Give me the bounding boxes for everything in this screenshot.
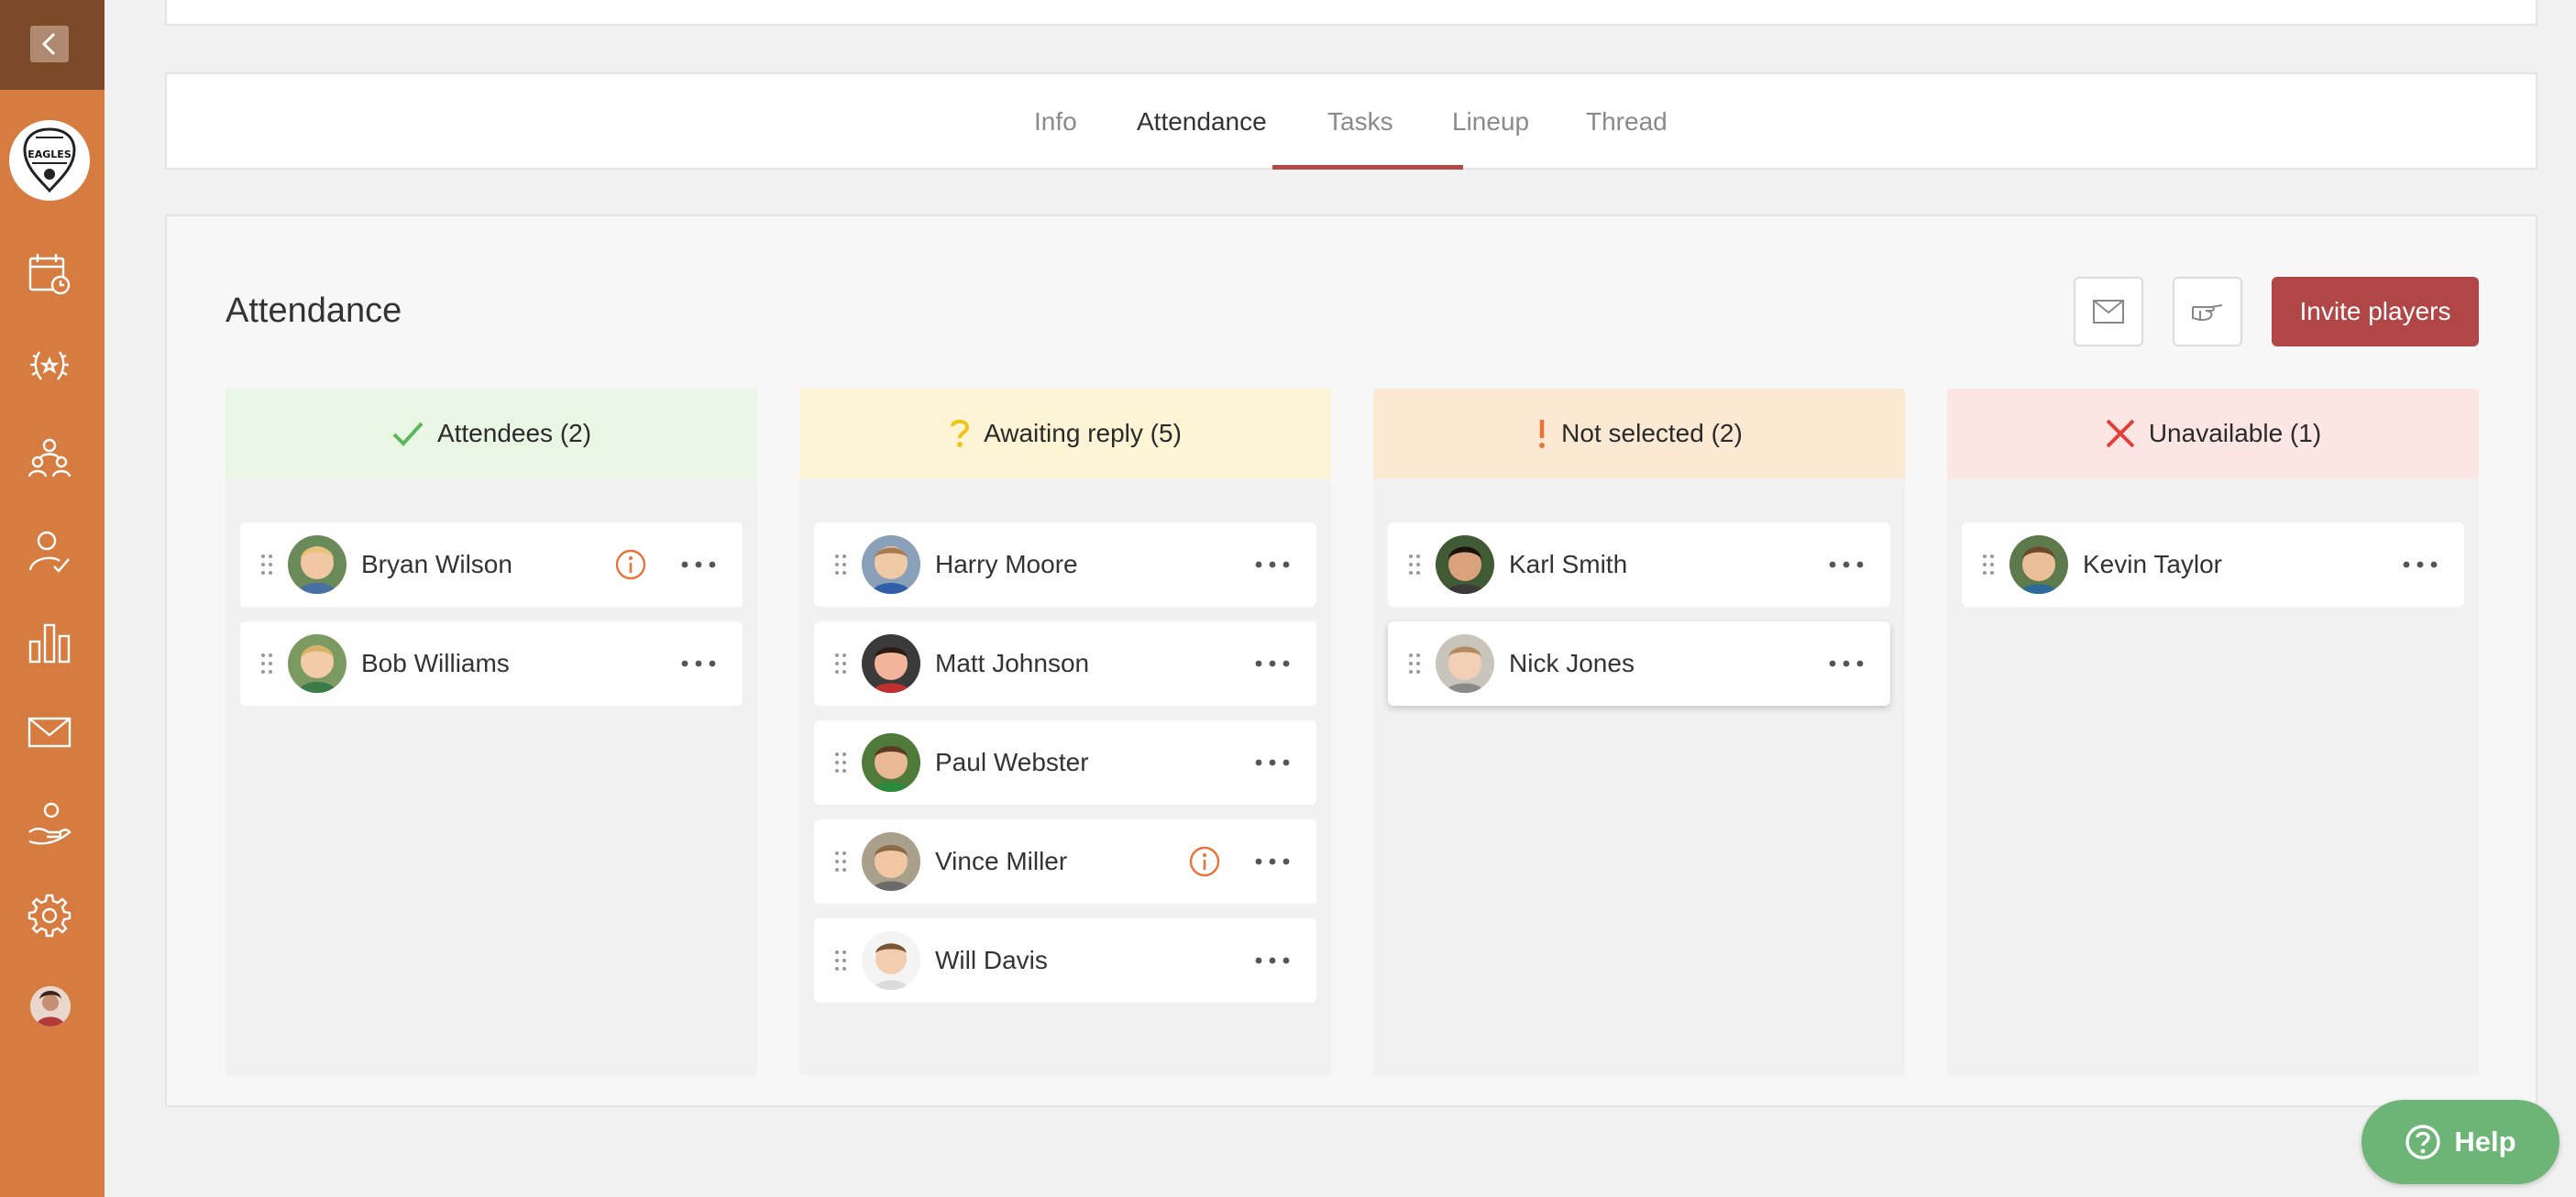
drag-handle-icon[interactable] [1401, 653, 1428, 675]
more-options-icon[interactable] [1250, 561, 1294, 568]
svg-text:EAGLES: EAGLES [28, 148, 72, 160]
info-icon[interactable] [612, 546, 649, 583]
avatar [862, 733, 920, 792]
player-card[interactable]: Bryan Wilson [240, 522, 743, 607]
email-button[interactable] [2074, 277, 2143, 346]
avatar [2009, 535, 2068, 594]
player-name: Nick Jones [1509, 649, 1635, 677]
more-options-icon[interactable] [677, 660, 721, 667]
user-avatar[interactable] [30, 986, 71, 1027]
player-card[interactable]: Paul Webster [814, 720, 1316, 805]
info-icon[interactable] [1186, 843, 1223, 880]
avatar [862, 634, 920, 693]
tab-attendance[interactable]: Attendance [1137, 107, 1267, 136]
more-options-icon[interactable] [677, 561, 721, 568]
tab-lineup[interactable]: Lineup [1452, 107, 1530, 136]
player-name: Paul Webster [935, 748, 1089, 776]
back-button[interactable] [30, 26, 69, 62]
player-name: Harry Moore [935, 550, 1078, 578]
bar-chart-icon[interactable] [25, 618, 74, 667]
eagles-logo-icon: EAGLES [23, 127, 76, 193]
avatar [862, 931, 920, 990]
tab-info[interactable]: Info [1034, 107, 1077, 136]
player-card[interactable]: Bob Williams [240, 621, 743, 706]
drag-handle-icon[interactable] [253, 554, 281, 576]
more-options-icon[interactable] [1250, 759, 1294, 766]
pointing-hand-icon [2192, 304, 2223, 322]
avatar [1436, 634, 1494, 693]
attendance-panel: Attendance Invite players Attendees (2) … [165, 214, 2537, 1107]
team-logo[interactable]: EAGLES [9, 120, 90, 201]
chevron-left-icon [41, 32, 56, 56]
player-name: Karl Smith [1509, 550, 1628, 578]
tab-bar: Info Attendance Tasks Lineup Thread [165, 72, 2537, 170]
avatar [288, 535, 347, 594]
unavailable-column: Unavailable (1) Kevin Taylor [1947, 389, 2479, 1076]
sidebar: EAGLES [0, 0, 105, 1197]
active-tab-indicator [1272, 165, 1463, 170]
player-name: Will Davis [935, 946, 1048, 974]
player-card[interactable]: Nick Jones [1388, 621, 1890, 706]
more-options-icon[interactable] [1250, 660, 1294, 667]
more-options-icon[interactable] [1824, 561, 1868, 568]
column-header: Attendees (2) [226, 389, 757, 478]
drag-handle-icon[interactable] [827, 554, 854, 576]
column-header: Unavailable (1) [1947, 389, 2479, 478]
player-name: Matt Johnson [935, 649, 1090, 677]
exclamation-icon [1539, 420, 1546, 448]
check-icon [392, 422, 424, 446]
question-icon [951, 419, 970, 447]
remind-button[interactable] [2173, 277, 2242, 346]
drag-handle-icon[interactable] [827, 653, 854, 675]
player-card[interactable]: Harry Moore [814, 522, 1316, 607]
player-card[interactable]: Matt Johnson [814, 621, 1316, 706]
drag-handle-icon[interactable] [253, 653, 281, 675]
drag-handle-icon[interactable] [827, 950, 854, 972]
not-selected-column: Not selected (2) Karl Smith Nick Jones [1373, 389, 1905, 1076]
more-options-icon[interactable] [1250, 858, 1294, 865]
player-card[interactable]: Kevin Taylor [1962, 522, 2464, 607]
avatar [862, 832, 920, 891]
x-icon [2106, 419, 2135, 448]
column-header: Awaiting reply (5) [799, 389, 1331, 478]
player-card[interactable]: Vince Miller [814, 819, 1316, 904]
help-button[interactable]: Help [2361, 1100, 2559, 1184]
player-name: Bryan Wilson [361, 550, 512, 578]
player-card[interactable]: Karl Smith [1388, 522, 1890, 607]
tab-thread[interactable]: Thread [1586, 107, 1668, 136]
hand-heart-icon[interactable] [25, 799, 74, 849]
gear-icon[interactable] [25, 891, 74, 940]
tab-tasks[interactable]: Tasks [1327, 107, 1393, 136]
drag-handle-icon[interactable] [1975, 554, 2002, 576]
avatar [288, 634, 347, 693]
team-icon[interactable] [25, 433, 74, 482]
more-options-icon[interactable] [1250, 957, 1294, 964]
top-panel [165, 0, 2537, 26]
attendees-column: Attendees (2) Bryan Wilson Bob Williams [226, 389, 757, 1076]
avatar [1436, 535, 1494, 594]
player-name: Kevin Taylor [2083, 550, 2223, 578]
question-circle-icon [2405, 1125, 2441, 1159]
player-card[interactable]: Will Davis [814, 918, 1316, 1003]
awaiting-reply-column: Awaiting reply (5) Harry Moore Matt John… [799, 389, 1331, 1076]
more-options-icon[interactable] [2398, 561, 2442, 568]
mail-icon [2093, 300, 2124, 324]
invite-players-button[interactable]: Invite players [2272, 277, 2479, 346]
drag-handle-icon[interactable] [827, 752, 854, 774]
avatar [862, 535, 920, 594]
column-header: Not selected (2) [1373, 389, 1905, 478]
drag-handle-icon[interactable] [827, 851, 854, 873]
page-title: Attendance [226, 291, 402, 330]
mail-icon[interactable] [25, 708, 74, 757]
drag-handle-icon[interactable] [1401, 554, 1428, 576]
laurel-icon[interactable] [25, 341, 74, 390]
more-options-icon[interactable] [1824, 660, 1868, 667]
player-name: Vince Miller [935, 847, 1068, 875]
user-check-icon[interactable] [25, 526, 74, 576]
player-name: Bob Williams [361, 649, 510, 677]
calendar-clock-icon[interactable] [25, 249, 74, 299]
